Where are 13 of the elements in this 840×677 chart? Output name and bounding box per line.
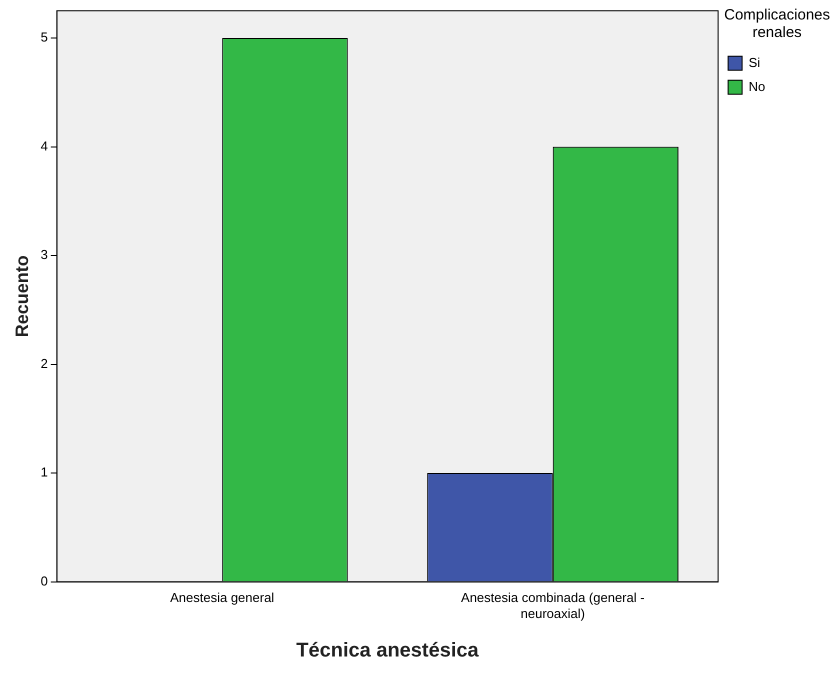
y-tick-label: 4 — [40, 138, 48, 154]
legend-title: Complicaciones renales — [724, 6, 830, 41]
y-tick-label: 0 — [40, 573, 48, 588]
y-axis-title: Recuento — [12, 255, 32, 338]
x-tick-label: Anestesia combinada (general - neuroaxial) — [461, 590, 645, 621]
y-tick-label: 5 — [40, 30, 48, 45]
legend-label: No — [748, 78, 766, 94]
legend-label: Si — [748, 54, 760, 70]
y-tick-label: 2 — [40, 356, 48, 371]
x-tick-label: Anestesia general — [170, 590, 274, 606]
x-axis-title: Técnica anestésica — [296, 640, 480, 662]
y-tick-label: 1 — [40, 464, 48, 480]
y-tick-label: 3 — [40, 247, 48, 262]
